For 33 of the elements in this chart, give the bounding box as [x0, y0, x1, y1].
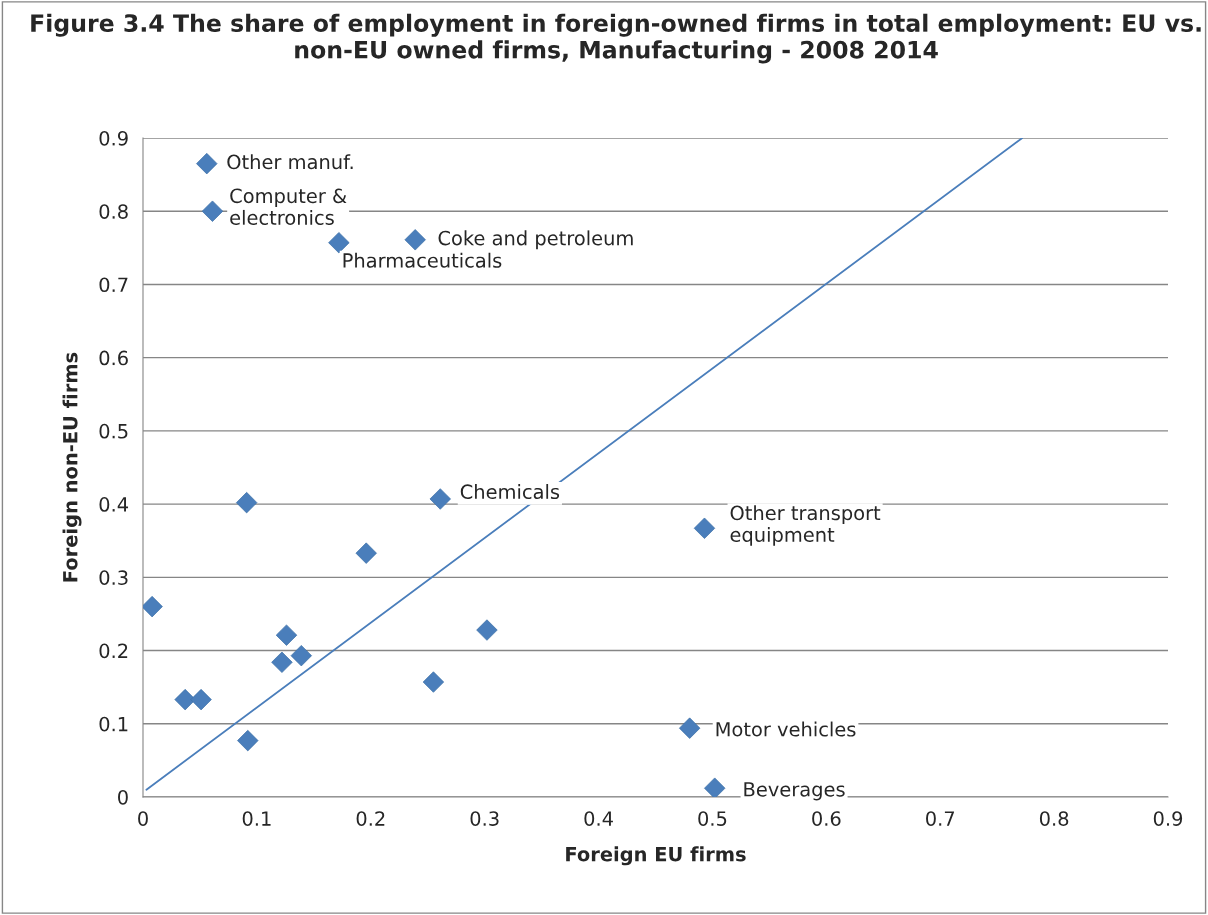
y-tick-label: 0.9 — [99, 130, 128, 146]
annotation: Pharmaceuticals — [343, 252, 502, 268]
chart-title: Figure 3.4 The share of employment in foreign-owned firms in total employment: EU vs. non-EU owned firms, Manufacturing - 2008 2014 — [31, 13, 1201, 64]
y-tick-label: 0.1 — [99, 716, 128, 732]
x-tick-label: 0.8 — [1039, 811, 1069, 826]
x-tick-label: 0.4 — [584, 811, 613, 826]
x-tick-label: 0 — [138, 811, 148, 826]
y-tick-label: 0 — [118, 789, 128, 805]
annotation: Other transport equipment — [730, 505, 881, 546]
y-tick-label: 0.7 — [99, 277, 128, 293]
x-tick-label: 0.5 — [698, 811, 727, 826]
annotation: Computer & electronics — [230, 188, 347, 225]
y-tick-label: 0.3 — [99, 570, 128, 585]
y-tick-label: 0.8 — [99, 204, 128, 219]
x-tick-label: 0.1 — [242, 811, 271, 826]
y-tick-label: 0.4 — [99, 497, 129, 512]
y-tick-label: 0.5 — [99, 423, 128, 439]
x-tick-label: 0.7 — [926, 811, 955, 826]
y-axis-title: Foreign non-EU firms — [62, 352, 82, 582]
point — [290, 645, 312, 667]
x-axis-title: Foreign EU firms — [566, 846, 746, 866]
x-tick-label: 0.6 — [812, 811, 841, 826]
x-tick-label: 0.3 — [470, 811, 499, 826]
x-tick-label: 0.9 — [1153, 811, 1183, 826]
annotation: Coke and petroleum — [438, 230, 633, 250]
annotation: Chemicals — [460, 484, 560, 500]
annotation: Beverages — [744, 782, 845, 801]
annotation: Motor vehicles — [716, 721, 856, 737]
y-tick-label: 0.2 — [99, 643, 128, 659]
annotation: Other manuf. — [227, 154, 353, 170]
point — [476, 619, 498, 641]
y-tick-label: 0.6 — [99, 350, 128, 366]
x-tick-label: 0.2 — [356, 811, 385, 826]
